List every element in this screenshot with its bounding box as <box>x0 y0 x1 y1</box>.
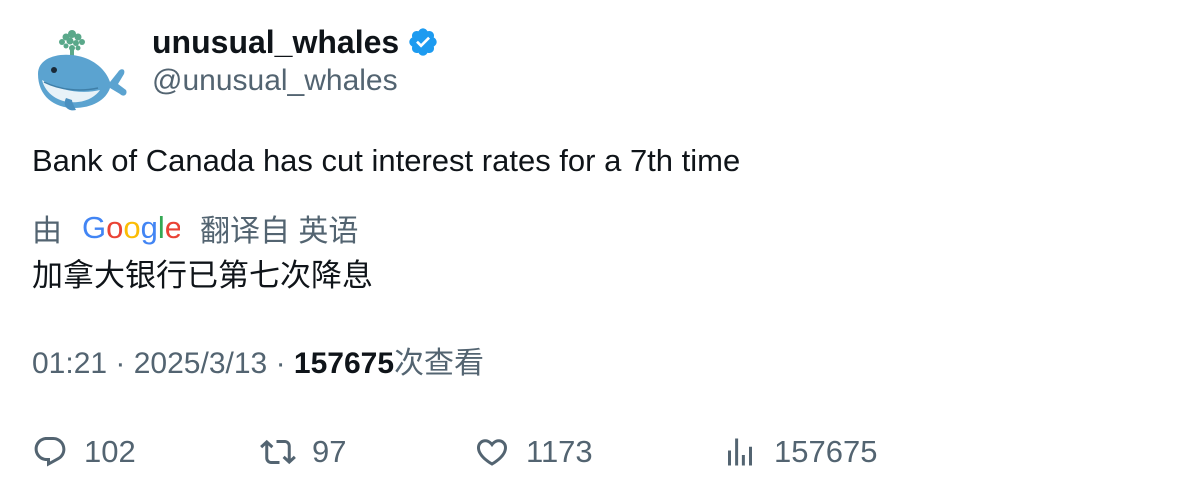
retweet-count: 97 <box>312 434 347 469</box>
like-button[interactable]: 1173 <box>474 428 593 476</box>
reply-button[interactable]: 102 <box>32 428 136 476</box>
heart-icon <box>476 439 508 466</box>
action-bar: 102 97 1173 157675 <box>0 428 1196 476</box>
tweet-time[interactable]: 01:21 <box>32 347 108 380</box>
views-count: 157675 <box>293 347 394 380</box>
tweet-text: Bank of Canada has cut interest rates fo… <box>32 143 741 178</box>
translation-attribution: 由 Google 翻译自 英语 <box>32 206 358 250</box>
views-button[interactable]: 157675 <box>722 428 877 476</box>
author-handle[interactable]: @unusual_whales <box>152 64 398 97</box>
views-label: 次查看 <box>394 347 484 380</box>
translation-suffix[interactable]: 翻译自 英语 <box>200 215 359 248</box>
retweet-icon <box>260 439 296 465</box>
translated-text: 加拿大银行已第七次降息 <box>32 258 373 293</box>
author-name-row: unusual_whales <box>152 22 439 62</box>
tweet-meta: 01:21 · 2025/3/13 · 157675次查看 <box>32 342 484 386</box>
svg-text:Google: Google <box>82 210 180 245</box>
avatar[interactable] <box>32 24 128 114</box>
analytics-icon <box>728 438 752 466</box>
verified-badge-icon[interactable] <box>407 26 439 58</box>
reply-icon <box>34 437 66 467</box>
translation-prefix: 由 <box>32 215 62 248</box>
retweet-button[interactable]: 97 <box>260 428 346 476</box>
views-action-count: 157675 <box>774 434 878 469</box>
like-count: 1173 <box>526 434 593 469</box>
meta-separator: · <box>275 347 294 380</box>
reply-count: 102 <box>84 434 136 469</box>
google-logo[interactable]: Google <box>82 210 182 246</box>
tweet-date[interactable]: 2025/3/13 <box>133 347 268 380</box>
meta-separator: · <box>115 347 134 380</box>
display-name[interactable]: unusual_whales <box>152 24 400 60</box>
whale-avatar-icon <box>38 30 127 111</box>
